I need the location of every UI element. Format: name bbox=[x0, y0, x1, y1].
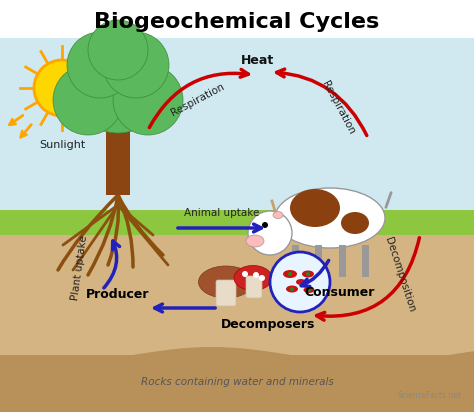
Text: Sunlight: Sunlight bbox=[39, 140, 85, 150]
Text: ScienceFacts.net: ScienceFacts.net bbox=[398, 391, 462, 400]
Ellipse shape bbox=[275, 188, 385, 248]
Ellipse shape bbox=[341, 212, 369, 234]
Text: Producer: Producer bbox=[86, 288, 150, 302]
Circle shape bbox=[307, 288, 311, 292]
Ellipse shape bbox=[234, 265, 272, 290]
Circle shape bbox=[259, 275, 265, 281]
Circle shape bbox=[262, 222, 268, 228]
FancyBboxPatch shape bbox=[246, 276, 262, 298]
Circle shape bbox=[253, 272, 259, 278]
Circle shape bbox=[113, 65, 183, 135]
Text: Biogeochemical Cycles: Biogeochemical Cycles bbox=[94, 12, 380, 32]
Circle shape bbox=[306, 272, 310, 276]
Bar bbox=[0, 38, 474, 233]
Ellipse shape bbox=[303, 287, 315, 293]
Text: Animal uptake: Animal uptake bbox=[184, 208, 260, 218]
Text: Rocks containing water and minerals: Rocks containing water and minerals bbox=[141, 377, 333, 387]
FancyBboxPatch shape bbox=[216, 280, 236, 306]
Text: Decomposers: Decomposers bbox=[221, 318, 315, 331]
Circle shape bbox=[288, 272, 292, 276]
Circle shape bbox=[290, 287, 294, 291]
Ellipse shape bbox=[199, 266, 254, 298]
Bar bbox=[0, 355, 474, 412]
Ellipse shape bbox=[283, 270, 297, 278]
Circle shape bbox=[270, 252, 330, 312]
Circle shape bbox=[242, 271, 248, 277]
Circle shape bbox=[103, 32, 169, 98]
Ellipse shape bbox=[286, 286, 298, 293]
Ellipse shape bbox=[302, 271, 314, 278]
Bar bbox=[0, 210, 474, 235]
Circle shape bbox=[67, 32, 133, 98]
Bar bbox=[0, 0, 474, 38]
PathPatch shape bbox=[0, 347, 474, 412]
Bar bbox=[0, 235, 474, 355]
Circle shape bbox=[34, 60, 90, 116]
Ellipse shape bbox=[246, 235, 264, 247]
Circle shape bbox=[248, 211, 292, 255]
Text: Respiration: Respiration bbox=[170, 82, 227, 118]
Text: Decomposition: Decomposition bbox=[383, 236, 417, 314]
Circle shape bbox=[88, 20, 148, 80]
Text: Plant uptake: Plant uptake bbox=[71, 235, 90, 301]
Ellipse shape bbox=[290, 189, 340, 227]
Text: Consumer: Consumer bbox=[305, 286, 375, 299]
Text: Heat: Heat bbox=[241, 54, 274, 66]
Circle shape bbox=[53, 65, 123, 135]
Ellipse shape bbox=[273, 211, 283, 218]
FancyBboxPatch shape bbox=[106, 130, 130, 195]
Text: Respiration: Respiration bbox=[320, 80, 356, 136]
Ellipse shape bbox=[296, 279, 306, 285]
Circle shape bbox=[70, 37, 166, 133]
